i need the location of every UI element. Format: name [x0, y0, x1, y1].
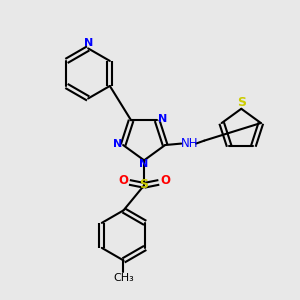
Text: S: S — [140, 178, 148, 191]
Text: CH₃: CH₃ — [113, 273, 134, 283]
Text: O: O — [160, 173, 170, 187]
Text: N: N — [140, 159, 149, 169]
Text: S: S — [237, 96, 246, 110]
Text: N: N — [113, 139, 122, 148]
Text: O: O — [118, 173, 128, 187]
Text: NH: NH — [181, 137, 198, 150]
Text: N: N — [83, 38, 93, 48]
Text: N: N — [158, 114, 167, 124]
